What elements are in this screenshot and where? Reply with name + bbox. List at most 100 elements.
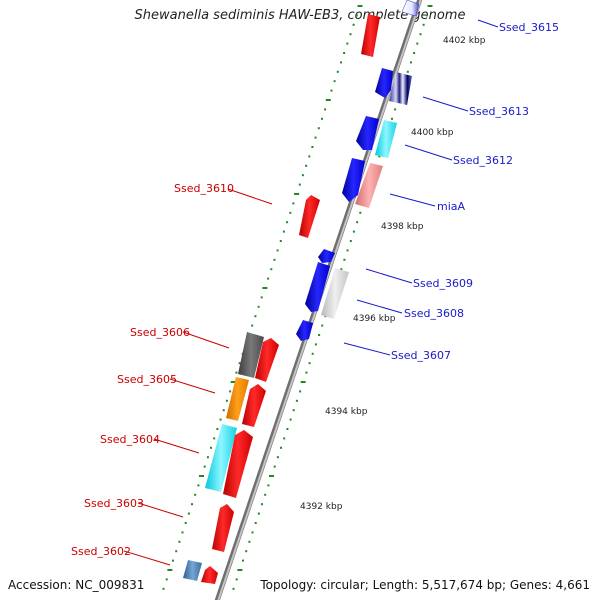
gene-label-ssed-3602[interactable]: Ssed_3602: [71, 545, 131, 558]
gene-arrow-ssed-3605[interactable]: [226, 377, 249, 421]
minor-tick: [251, 324, 254, 327]
gene-arrow-ssed-3603[interactable]: [212, 504, 234, 552]
minor-tick: [333, 80, 336, 83]
gene-arrow-ssed-3615[interactable]: [401, 0, 420, 17]
scale-label-4402: 4402 kbp: [443, 36, 486, 46]
minor-tick: [235, 371, 238, 374]
minor-tick: [298, 183, 301, 186]
minor-tick: [225, 399, 228, 402]
gene-label-mia-a[interactable]: miaA: [437, 200, 466, 213]
minor-tick: [324, 108, 327, 111]
scale-label-4392: 4392 kbp: [300, 502, 343, 512]
minor-tick: [422, 23, 425, 26]
gene-arrow-ssed-3608[interactable]: [321, 268, 349, 319]
minor-tick: [203, 465, 206, 468]
minor-tick: [162, 587, 165, 590]
minor-tick: [165, 578, 168, 581]
minor-tick: [425, 14, 428, 17]
gene-label-ssed-3612[interactable]: Ssed_3612: [453, 154, 513, 167]
gene-label-ssed-3610[interactable]: Ssed_3610: [174, 182, 234, 195]
minor-tick: [394, 108, 397, 111]
minor-tick: [305, 164, 308, 167]
minor-tick: [349, 240, 352, 242]
minor-tick: [238, 362, 241, 365]
minor-tick: [299, 390, 302, 393]
major-tick: [230, 381, 236, 383]
minor-tick: [416, 42, 419, 45]
minor-tick: [248, 540, 251, 543]
gene-arrow-ssed-3610[interactable]: [299, 195, 320, 238]
gene-label-ssed-3613[interactable]: Ssed_3613: [469, 105, 529, 118]
reverse-strand-genes: [296, 0, 420, 341]
gene-arrow-ssed-3602-b[interactable]: [201, 566, 218, 584]
gene-arrow-ssed-3614[interactable]: [375, 68, 393, 98]
gene-arrow-mia-a[interactable]: [355, 163, 383, 208]
minor-tick: [264, 493, 267, 496]
minor-tick: [308, 155, 311, 158]
minor-tick: [336, 70, 339, 73]
minor-tick: [172, 559, 174, 562]
minor-tick: [222, 409, 225, 412]
minor-tick: [187, 512, 190, 515]
minor-tick: [391, 117, 393, 120]
gene-arrow-ssed-3609[interactable]: [305, 262, 330, 312]
minor-tick: [229, 390, 232, 393]
minor-tick: [378, 155, 381, 158]
minor-tick: [242, 559, 244, 562]
minor-tick: [346, 249, 349, 252]
minor-tick: [311, 352, 314, 355]
gene-label-ssed-3607[interactable]: Ssed_3607: [391, 349, 451, 362]
major-tick: [325, 99, 331, 101]
minor-tick: [213, 437, 216, 440]
minor-tick: [311, 146, 314, 148]
gene-label-ssed-3603[interactable]: Ssed_3603: [84, 497, 144, 510]
topology-text: Topology: circular; Length: 5,517,674 bp…: [260, 578, 590, 592]
gene-label-ssed-3609[interactable]: Ssed_3609: [413, 277, 473, 290]
minor-tick: [308, 362, 311, 365]
gene-arrow-small-blue[interactable]: [318, 249, 335, 263]
minor-tick: [314, 343, 317, 346]
minor-tick: [261, 503, 263, 506]
gene-arrow-ssed-3606[interactable]: [238, 332, 264, 378]
minor-tick: [257, 305, 260, 308]
minor-tick: [254, 522, 257, 524]
minor-tick: [352, 23, 355, 26]
major-tick: [237, 569, 243, 571]
scale-label-4396: 4396 kbp: [353, 314, 396, 324]
minor-tick: [282, 230, 285, 233]
minor-tick: [340, 61, 342, 64]
minor-tick: [292, 202, 295, 205]
minor-tick: [216, 428, 219, 430]
minor-tick: [340, 268, 343, 271]
minor-tick: [292, 409, 295, 412]
minor-tick: [286, 428, 289, 430]
gene-arrow-mia-a-a[interactable]: [342, 158, 365, 202]
gene-arrow-ssed-3612[interactable]: [375, 120, 397, 158]
minor-tick: [206, 456, 209, 459]
minor-tick: [356, 221, 359, 224]
gene-label-ssed-3604[interactable]: Ssed_3604: [100, 433, 160, 446]
gene-arrow-ssed-3606-b[interactable]: [255, 338, 279, 382]
gene-label-ssed-3608[interactable]: Ssed_3608: [404, 307, 464, 320]
gene-label-ssed-3615[interactable]: Ssed_3615: [499, 21, 559, 34]
major-tick: [262, 287, 268, 289]
gene-arrow-ssed-3613[interactable]: [389, 72, 412, 105]
gene-arrow-ssed-3612-a[interactable]: [356, 116, 379, 150]
major-tick: [300, 381, 306, 383]
gene-arrow-red-top[interactable]: [361, 14, 380, 57]
minor-tick: [349, 33, 352, 36]
gene-arrow-ssed-3605-b[interactable]: [242, 384, 266, 427]
minor-tick: [295, 399, 298, 402]
minor-tick: [270, 268, 273, 271]
minor-tick: [314, 136, 317, 139]
gene-arrow-ssed-3604[interactable]: [205, 424, 237, 492]
minor-tick: [273, 465, 276, 468]
gene-arrow-ssed-3604-b[interactable]: [223, 430, 253, 498]
gene-label-ssed-3605[interactable]: Ssed_3605: [117, 373, 177, 386]
gene-arrow-ssed-3602[interactable]: [183, 560, 202, 581]
minor-tick: [289, 211, 292, 214]
scale-label-4400: 4400 kbp: [411, 128, 454, 138]
accession-text: Accession: NC_009831: [8, 578, 145, 592]
gene-label-ssed-3606[interactable]: Ssed_3606: [130, 326, 190, 339]
gene-arrow-ssed-3607[interactable]: [296, 320, 313, 341]
